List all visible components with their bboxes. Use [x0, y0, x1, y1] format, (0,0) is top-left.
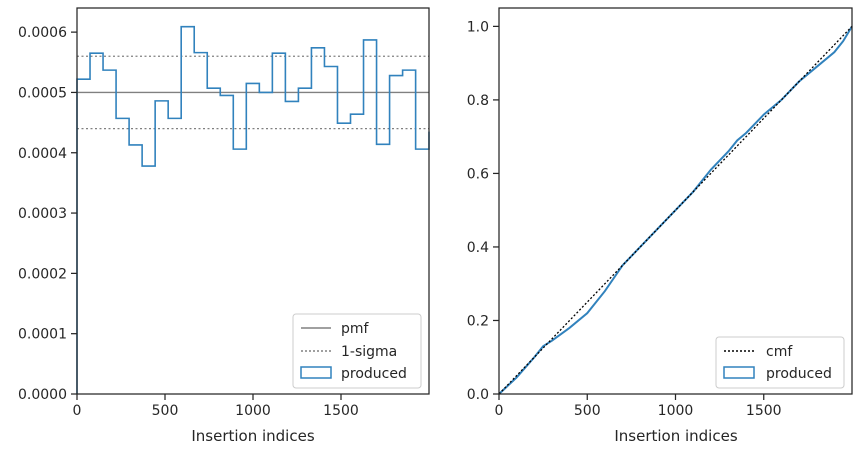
cdf-y-tick-label: 0.4 — [467, 240, 489, 256]
cmf-line — [498, 25, 853, 395]
cdf-x-tick-label: 0 — [495, 403, 504, 419]
histogram-x-axis-label: Insertion indices — [191, 427, 314, 445]
histogram-legend: pmf 1-sigma produced — [292, 313, 422, 389]
cdf-legend: cmf produced — [715, 336, 845, 389]
cdf-x-tick-label: 1000 — [658, 403, 694, 419]
legend-produced-label: produced — [341, 366, 407, 382]
cdf-x-tick-label: 1500 — [746, 403, 782, 419]
histogram-y-tick-label: 0.0002 — [18, 266, 67, 282]
cdf-panel: 0 500 1000 1500 0.0 0.2 0.4 0.6 0.8 1.0 Insertion… — [467, 7, 853, 445]
histogram-x-tick-label: 1500 — [323, 403, 359, 419]
histogram-panel: 0 500 1000 1500 0.0000 0.0001 0.0002 0.0003 0.00… — [18, 7, 430, 445]
cdf-y-tick-label: 0.6 — [467, 166, 489, 182]
histogram-x-tick-label: 500 — [152, 403, 179, 419]
legend-cdf-produced-patch-icon — [723, 366, 755, 379]
produced-histogram-series — [76, 25, 430, 394]
histogram-y-tick-label: 0.0005 — [18, 85, 67, 101]
legend-1-sigma-label: 1-sigma — [341, 344, 397, 360]
histogram-x-tick-label: 0 — [73, 403, 82, 419]
legend-cdf-produced-label: produced — [766, 366, 832, 382]
cdf-y-tick-label: 1.0 — [467, 19, 489, 35]
cdf-axes: 0 500 1000 1500 0.0 0.2 0.4 0.6 0.8 1.0 — [467, 7, 853, 419]
histogram-axes: 0 500 1000 1500 0.0000 0.0001 0.0002 0.0003 0.00… — [18, 7, 430, 419]
histogram-x-tick-label: 1000 — [235, 403, 271, 419]
histogram-y-tick-label: 0.0000 — [18, 387, 67, 403]
legend-produced-patch-icon — [300, 366, 332, 379]
cdf-y-tick-label: 0.8 — [467, 93, 489, 109]
histogram-y-tick-label: 0.0006 — [18, 25, 67, 41]
histogram-plot-area — [76, 25, 430, 394]
cdf-y-tick-label: 0.0 — [467, 387, 489, 403]
histogram-y-tick-label: 0.0004 — [18, 146, 67, 162]
histogram-y-tick-label: 0.0001 — [18, 327, 67, 343]
cdf-frame — [498, 7, 853, 395]
cdf-y-tick-label: 0.2 — [467, 313, 489, 329]
histogram-y-tick-label: 0.0003 — [18, 206, 67, 222]
cdf-x-tick-label: 500 — [574, 403, 601, 419]
cdf-x-axis-label: Insertion indices — [614, 427, 737, 445]
legend-cmf-label: cmf — [766, 344, 793, 360]
cdf-plot-area — [498, 25, 853, 395]
legend-pmf-label: pmf — [341, 321, 370, 337]
